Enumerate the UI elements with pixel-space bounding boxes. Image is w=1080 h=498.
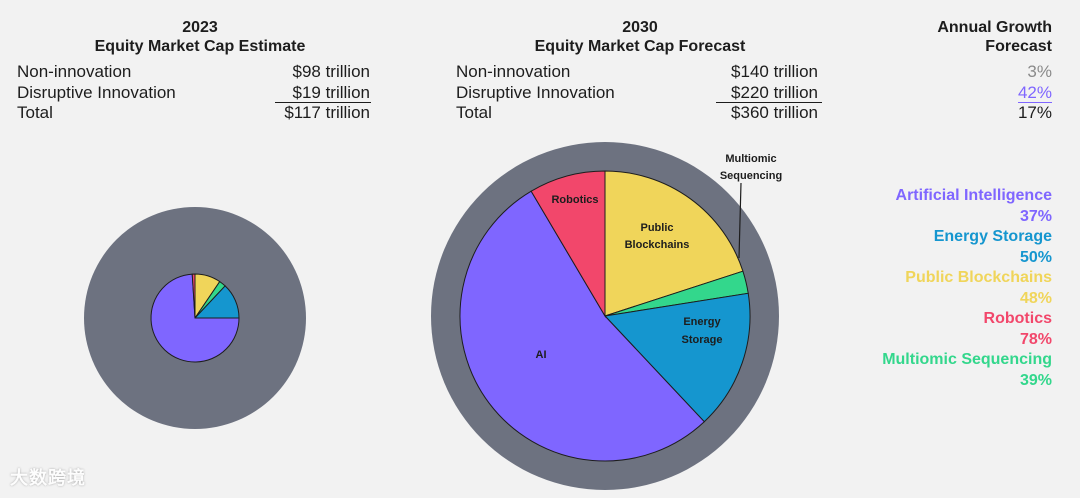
left-row-non-innovation: Non-innovation $98 trillion: [17, 62, 370, 83]
legend-name-energy-storage: Energy Storage: [933, 228, 1052, 245]
middle-row-value: $360 trillion: [731, 103, 818, 122]
pie-2030-slice-ai: [459, 190, 705, 462]
legend-name-ai: Artificial Intelligence: [895, 187, 1052, 204]
left-title-year: 2023: [182, 19, 218, 36]
slice-label-ai: AI: [536, 349, 547, 361]
pie-2023-slice-ai: [150, 273, 240, 363]
pie-2030-slice-public-blockchains: [604, 170, 744, 317]
left-title-sub: Equity Market Cap Estimate: [94, 38, 306, 55]
slice-label-energy-storage-1: Energy: [683, 316, 721, 328]
left-row-value: $19 trillion: [292, 82, 371, 102]
middle-title-year: 2030: [622, 19, 658, 36]
left-title: 2023 Equity Market Cap Estimate: [70, 18, 330, 56]
watermark: 大数跨境: [10, 468, 86, 488]
left-row-total: Total $117 trillion: [17, 103, 370, 124]
pie-2030: [459, 170, 751, 462]
left-sum-underline: [275, 102, 371, 103]
left-row-label: Total: [17, 103, 53, 122]
pie-2023-slice-robotics: [191, 273, 196, 319]
middle-row-non-innovation: Non-innovation $140 trillion: [456, 62, 818, 83]
growth-title-line1: Annual Growth: [937, 19, 1052, 36]
left-row-label: Disruptive Innovation: [17, 82, 176, 102]
slice-label-robotics: Robotics: [551, 194, 598, 206]
middle-sum-underline: [716, 102, 822, 103]
legend-name-multiomic-sequencing: Multiomic Sequencing: [882, 351, 1052, 368]
legend-rate-ai: 37%: [1019, 207, 1052, 225]
growth-title: Annual Growth Forecast: [892, 18, 1052, 56]
legend-rate-robotics: 78%: [1019, 330, 1052, 348]
legend-rate-public-blockchains: 48%: [1019, 289, 1052, 307]
multiomic-leader-line: [738, 182, 742, 259]
middle-row-disruptive: Disruptive Innovation $220 trillion: [456, 83, 818, 104]
slice-label-public-blockchains-1: Public: [640, 222, 673, 234]
growth-disruptive: 42%: [1017, 82, 1052, 102]
middle-table: Non-innovation $140 trillion Disruptive …: [456, 62, 818, 124]
pie-2030-slice-robotics: [530, 170, 606, 318]
middle-title: 2030 Equity Market Cap Forecast: [500, 18, 780, 56]
growth-underline: [1018, 102, 1052, 103]
growth-total: 17%: [1017, 103, 1052, 122]
middle-row-label: Disruptive Innovation: [456, 82, 615, 102]
slice-label-energy-storage-2: Storage: [682, 334, 723, 346]
middle-row-value: $220 trillion: [731, 82, 818, 102]
slice-label-multiomic-2: Sequencing: [720, 170, 782, 182]
legend-rate-multiomic-sequencing: 39%: [1019, 371, 1052, 389]
middle-row-label: Total: [456, 103, 492, 122]
slice-label-multiomic-1: Multiomic: [725, 153, 776, 165]
left-row-label: Non-innovation: [17, 62, 132, 81]
legend-rate-energy-storage: 50%: [1019, 248, 1052, 266]
middle-title-sub: Equity Market Cap Forecast: [534, 38, 746, 55]
middle-row-value: $140 trillion: [731, 62, 818, 81]
growth-title-line2: Forecast: [985, 38, 1052, 55]
slice-label-public-blockchains-2: Blockchains: [625, 239, 690, 251]
legend-name-public-blockchains: Public Blockchains: [905, 269, 1052, 286]
left-row-value: $98 trillion: [292, 62, 371, 81]
pie-2023: [150, 273, 240, 363]
left-row-disruptive: Disruptive Innovation $19 trillion: [17, 83, 370, 104]
pie-2030-slice-energy-storage: [603, 292, 751, 423]
left-table: Non-innovation $98 trillion Disruptive I…: [17, 62, 370, 124]
growth-non-innovation: 3%: [1027, 62, 1052, 81]
legend: Artificial Intelligence 37% Energy Stora…: [882, 186, 1052, 391]
legend-name-robotics: Robotics: [983, 310, 1052, 327]
middle-row-total: Total $360 trillion: [456, 103, 818, 124]
middle-row-label: Non-innovation: [456, 62, 571, 81]
left-row-value: $117 trillion: [284, 103, 370, 122]
